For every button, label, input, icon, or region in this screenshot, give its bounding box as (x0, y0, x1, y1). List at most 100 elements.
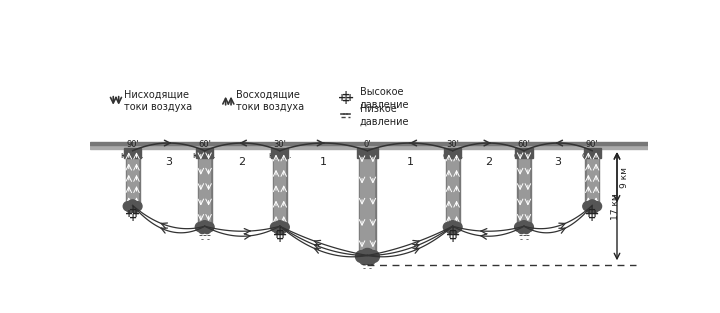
Text: +: + (129, 213, 137, 223)
Text: +: + (588, 205, 596, 215)
Circle shape (195, 223, 204, 232)
Circle shape (360, 256, 369, 265)
Text: +: + (346, 93, 354, 103)
Text: 90'
ю. ш.: 90' ю. ш. (121, 140, 144, 160)
Circle shape (274, 227, 281, 233)
Bar (587, 151, 598, 204)
Circle shape (366, 256, 375, 265)
Text: +: + (338, 93, 346, 103)
Text: -: - (522, 230, 526, 240)
Text: 1: 1 (407, 156, 413, 167)
Bar (518, 151, 529, 225)
Circle shape (444, 223, 453, 232)
Text: +: + (588, 213, 596, 223)
Circle shape (132, 202, 142, 211)
Circle shape (204, 223, 214, 232)
Text: +: + (132, 209, 140, 219)
Bar (446, 149, 459, 226)
Text: -: - (207, 235, 210, 244)
Text: +: + (585, 209, 593, 219)
Text: 2: 2 (485, 156, 492, 167)
Circle shape (587, 200, 598, 211)
Bar (361, 151, 374, 254)
Bar (584, 148, 600, 158)
Circle shape (204, 227, 211, 233)
Text: 60'
ю. ш.: 60' ю. ш. (194, 140, 216, 160)
Text: -: - (203, 230, 207, 240)
Text: 90'
с. ш.: 90' с. ш. (582, 140, 603, 160)
Bar (199, 151, 210, 225)
Circle shape (518, 227, 525, 233)
Text: -: - (369, 264, 372, 273)
Circle shape (523, 227, 530, 233)
Circle shape (132, 206, 138, 213)
Text: +: + (342, 96, 350, 106)
Bar (127, 151, 138, 204)
Circle shape (127, 206, 134, 213)
Text: Низкое
давление: Низкое давление (360, 104, 409, 126)
Text: 3: 3 (554, 156, 562, 167)
Text: 0': 0' (364, 140, 372, 149)
Text: 17 км: 17 км (611, 193, 620, 220)
Circle shape (451, 227, 459, 233)
Circle shape (582, 202, 593, 211)
Text: -: - (519, 235, 523, 244)
Text: +: + (449, 226, 456, 236)
Circle shape (453, 223, 462, 232)
Text: -: - (199, 230, 203, 240)
Circle shape (524, 223, 534, 232)
Text: +: + (451, 230, 460, 240)
Bar (271, 148, 289, 158)
Bar (274, 151, 285, 225)
Circle shape (447, 221, 458, 232)
Bar (444, 148, 462, 158)
Text: +: + (342, 90, 350, 100)
Circle shape (356, 251, 367, 263)
Circle shape (123, 202, 132, 211)
Circle shape (274, 221, 285, 232)
Text: -: - (369, 259, 374, 269)
Circle shape (361, 249, 374, 263)
Bar (196, 148, 213, 158)
Text: 1: 1 (320, 156, 327, 167)
Text: +: + (446, 230, 454, 240)
Text: -: - (200, 235, 203, 244)
Text: -: - (518, 230, 522, 240)
Bar (90, 141, 648, 145)
Circle shape (515, 223, 524, 232)
Text: +: + (449, 233, 456, 244)
Bar (517, 149, 531, 226)
Circle shape (199, 221, 210, 232)
Text: -: - (366, 259, 369, 269)
Circle shape (592, 202, 602, 211)
Text: +: + (591, 209, 599, 219)
Text: -: - (361, 259, 366, 269)
Text: 9 км: 9 км (620, 167, 629, 188)
Circle shape (127, 200, 138, 211)
Text: 2: 2 (238, 156, 246, 167)
Bar (90, 145, 648, 149)
Text: Нисходящие
токи воздуха: Нисходящие токи воздуха (124, 90, 192, 112)
Text: -: - (526, 230, 530, 240)
Text: 30'
с. ш.: 30' с. ш. (443, 140, 463, 160)
Text: +: + (279, 230, 287, 240)
Circle shape (518, 221, 529, 232)
Circle shape (367, 251, 379, 263)
Text: -: - (363, 264, 366, 273)
Bar (126, 149, 140, 205)
Bar (447, 151, 458, 225)
Text: 3: 3 (165, 156, 172, 167)
Bar (357, 148, 377, 158)
Text: +: + (276, 233, 284, 244)
Text: Восходящие
токи воздуха: Восходящие токи воздуха (236, 90, 305, 112)
Bar (359, 149, 376, 255)
Bar (585, 149, 599, 205)
Circle shape (199, 227, 206, 233)
Text: +: + (129, 205, 137, 215)
Bar (273, 149, 287, 226)
Circle shape (591, 206, 598, 213)
Text: Высокое
давление: Высокое давление (360, 87, 409, 110)
Text: -: - (526, 235, 528, 244)
Circle shape (586, 206, 593, 213)
Text: 30'
ю. ш.: 30' ю. ш. (269, 140, 291, 160)
